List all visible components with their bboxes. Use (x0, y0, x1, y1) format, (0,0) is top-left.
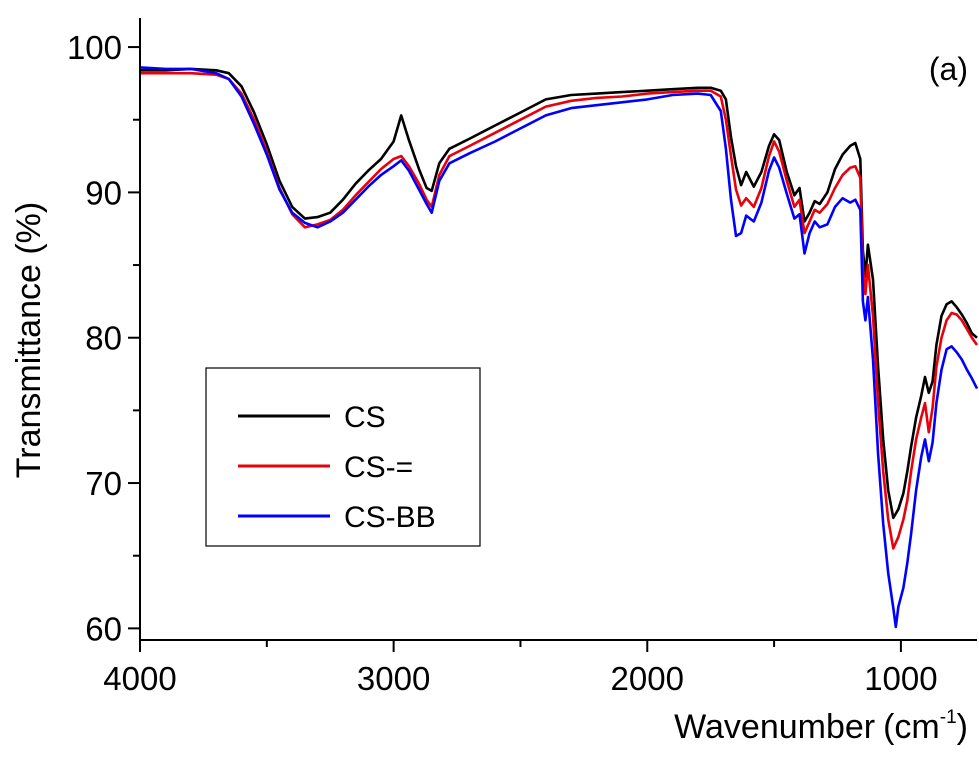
x-axis-title-unit-base: (cm (883, 708, 940, 746)
y-tick-label: 100 (67, 29, 122, 66)
y-tick-label: 80 (85, 320, 122, 357)
panel-label: (a) (929, 51, 968, 87)
x-axis-title: Wavenumber (cm-1) (674, 707, 968, 746)
y-tick-label: 70 (85, 465, 122, 502)
x-tick-label: 3000 (357, 660, 430, 697)
y-axis-title: Transmittance (%) (10, 202, 48, 478)
legend: CS CS-= CS-BB (205, 367, 481, 547)
x-axis-title-unit-exp: -1 (940, 707, 957, 728)
y-tick-label: 60 (85, 610, 122, 647)
legend-box (205, 367, 481, 547)
series-line-2 (140, 71, 979, 550)
x-tick-label: 1000 (864, 660, 937, 697)
legend-label-1: CS (344, 401, 386, 434)
x-axis-title-name: Wavenumber (674, 708, 875, 746)
legend-label-3: CS-BB (344, 501, 436, 534)
y-tick-label: 90 (85, 174, 122, 211)
legend-label-2: CS-= (344, 451, 413, 484)
axes: 60 70 80 90 100 4000 3000 2000 1000 (67, 18, 977, 697)
x-tick-label: 4000 (103, 660, 176, 697)
x-axis-title-unit-close: ) (957, 708, 968, 746)
x-tick-label: 2000 (611, 660, 684, 697)
plot-lines (139, 66, 979, 629)
series-line-3 (139, 66, 979, 629)
series-line-1 (140, 67, 978, 520)
